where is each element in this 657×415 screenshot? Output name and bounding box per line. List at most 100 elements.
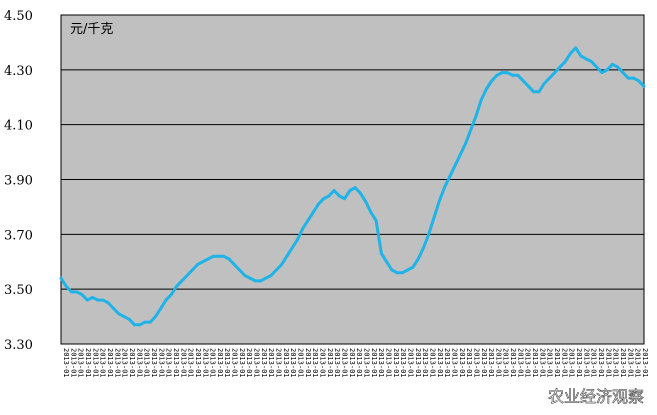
data-point <box>548 76 551 80</box>
data-point <box>359 191 362 195</box>
x-tick-label: 2013-01 <box>575 348 583 378</box>
data-point <box>390 268 394 272</box>
y-tick-label: 3.70 <box>4 228 33 243</box>
x-tick-label: 2013-01 <box>157 348 165 378</box>
data-point <box>448 175 452 179</box>
data-point <box>306 219 310 223</box>
x-tick-label: 2013-01 <box>113 348 121 378</box>
x-tick-label: 2013-01 <box>77 348 85 378</box>
x-tick-label: 2013-01 <box>179 348 187 378</box>
data-point <box>253 279 257 283</box>
data-point <box>196 263 200 266</box>
data-point <box>416 257 420 261</box>
x-tick-label: 2013-01 <box>377 348 385 378</box>
x-tick-label: 2013-01 <box>509 348 517 378</box>
x-tick-label: 2013-01 <box>238 348 246 378</box>
data-point <box>637 79 641 83</box>
data-point <box>616 65 620 69</box>
data-point <box>232 263 236 266</box>
data-point <box>222 254 226 258</box>
x-tick-label: 2013-01 <box>121 348 129 378</box>
x-tick-label: 2013-01 <box>465 348 473 378</box>
data-point <box>422 246 425 250</box>
data-point <box>469 128 473 132</box>
data-point <box>605 68 609 72</box>
x-tick-label: 2013-01 <box>392 348 400 378</box>
x-tick-label: 2013-01 <box>553 348 561 378</box>
data-point <box>311 211 315 214</box>
data-point <box>70 290 73 294</box>
x-tick-label: 2013-01 <box>348 348 356 378</box>
data-point <box>537 90 541 94</box>
data-point <box>401 271 404 275</box>
x-tick-label: 2013-01 <box>516 348 524 378</box>
data-point <box>479 98 483 102</box>
x-tick-label: 2013-01 <box>209 348 217 378</box>
data-point <box>206 257 210 261</box>
data-point <box>579 54 583 58</box>
watermark: 农业经济观察 <box>548 387 644 406</box>
x-tick-label: 2013-01 <box>597 348 605 378</box>
data-point <box>495 73 499 77</box>
x-tick-label: 2013-01 <box>84 348 92 378</box>
x-tick-label: 2013-01 <box>421 348 429 378</box>
x-tick-label: 2013-01 <box>604 348 612 378</box>
data-point <box>138 323 142 327</box>
x-tick-label: 2013-01 <box>326 348 334 378</box>
x-tick-label: 2013-01 <box>143 348 151 378</box>
x-tick-label: 2013-01 <box>91 348 99 378</box>
data-point <box>590 60 593 63</box>
data-point <box>574 46 578 50</box>
x-tick-label: 2013-01 <box>443 348 451 378</box>
data-point <box>85 298 89 302</box>
x-tick-label: 2013-01 <box>253 348 261 378</box>
x-tick-label: 2013-01 <box>568 348 576 378</box>
x-tick-label: 2013-01 <box>502 348 510 378</box>
x-tick-label: 2013-01 <box>538 348 546 378</box>
y-tick-label: 4.10 <box>4 119 33 134</box>
data-point <box>59 276 63 280</box>
data-point <box>338 194 341 198</box>
x-tick-label: 2013-01 <box>582 348 590 378</box>
data-point <box>217 254 221 258</box>
data-point <box>169 293 173 296</box>
x-tick-label: 2013-01 <box>319 348 327 378</box>
data-point <box>532 90 536 94</box>
data-point <box>380 252 383 255</box>
gridlines <box>61 69 644 290</box>
data-point <box>553 71 557 74</box>
data-point <box>563 60 567 63</box>
x-tick-label: 2013-01 <box>201 348 209 378</box>
data-point <box>521 79 525 83</box>
data-point <box>185 274 189 277</box>
x-tick-label: 2013-01 <box>436 348 444 378</box>
data-point <box>626 76 630 80</box>
data-point <box>296 238 299 242</box>
data-point <box>558 65 562 69</box>
data-point <box>180 279 184 283</box>
x-tick-label: 2013-01 <box>355 348 363 378</box>
data-point <box>474 115 478 118</box>
x-tick-label: 2013-01 <box>407 348 415 378</box>
data-point <box>353 186 357 190</box>
data-point <box>364 200 367 203</box>
data-point <box>80 293 84 296</box>
x-tick-label: 2013-01 <box>414 348 422 378</box>
data-point <box>175 285 178 288</box>
x-tick-label: 2013-01 <box>150 348 158 378</box>
data-point <box>500 71 504 74</box>
y-tick-label: 4.50 <box>4 9 33 24</box>
data-point <box>595 65 599 69</box>
data-point <box>75 290 79 294</box>
data-point <box>201 260 205 264</box>
x-tick-label: 2013-01 <box>560 348 568 378</box>
data-point <box>395 271 399 275</box>
x-tick-label: 2013-01 <box>458 348 466 378</box>
data-point <box>64 285 68 288</box>
x-tick-label: 2013-01 <box>260 348 268 378</box>
y-tick-label: 3.30 <box>4 338 33 353</box>
data-point <box>290 246 294 250</box>
data-point <box>190 268 194 272</box>
data-point <box>243 274 247 277</box>
